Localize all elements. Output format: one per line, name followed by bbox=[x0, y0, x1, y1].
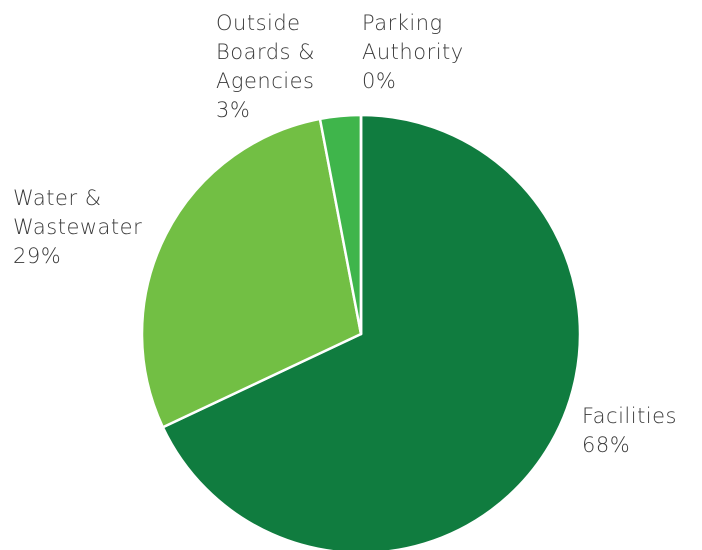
pie-slice bbox=[161, 113, 582, 550]
value-label: 0% bbox=[362, 69, 397, 93]
category-label: Parking Authority bbox=[362, 11, 464, 64]
slice-label: Facilities 68% bbox=[582, 402, 702, 460]
slice-label: Water & Wastewater 29% bbox=[13, 184, 163, 271]
category-label: Water & Wastewater bbox=[13, 186, 143, 239]
slice-label: Parking Authority 0% bbox=[362, 9, 472, 96]
value-label: 68% bbox=[582, 433, 631, 457]
pie-slice bbox=[140, 117, 363, 429]
category-label: Outside Boards & Agencies bbox=[216, 11, 316, 93]
value-label: 29% bbox=[13, 244, 62, 268]
category-label: Facilities bbox=[582, 404, 677, 428]
value-label: 3% bbox=[216, 98, 251, 122]
slice-label: Outside Boards & Agencies 3% bbox=[216, 9, 331, 125]
